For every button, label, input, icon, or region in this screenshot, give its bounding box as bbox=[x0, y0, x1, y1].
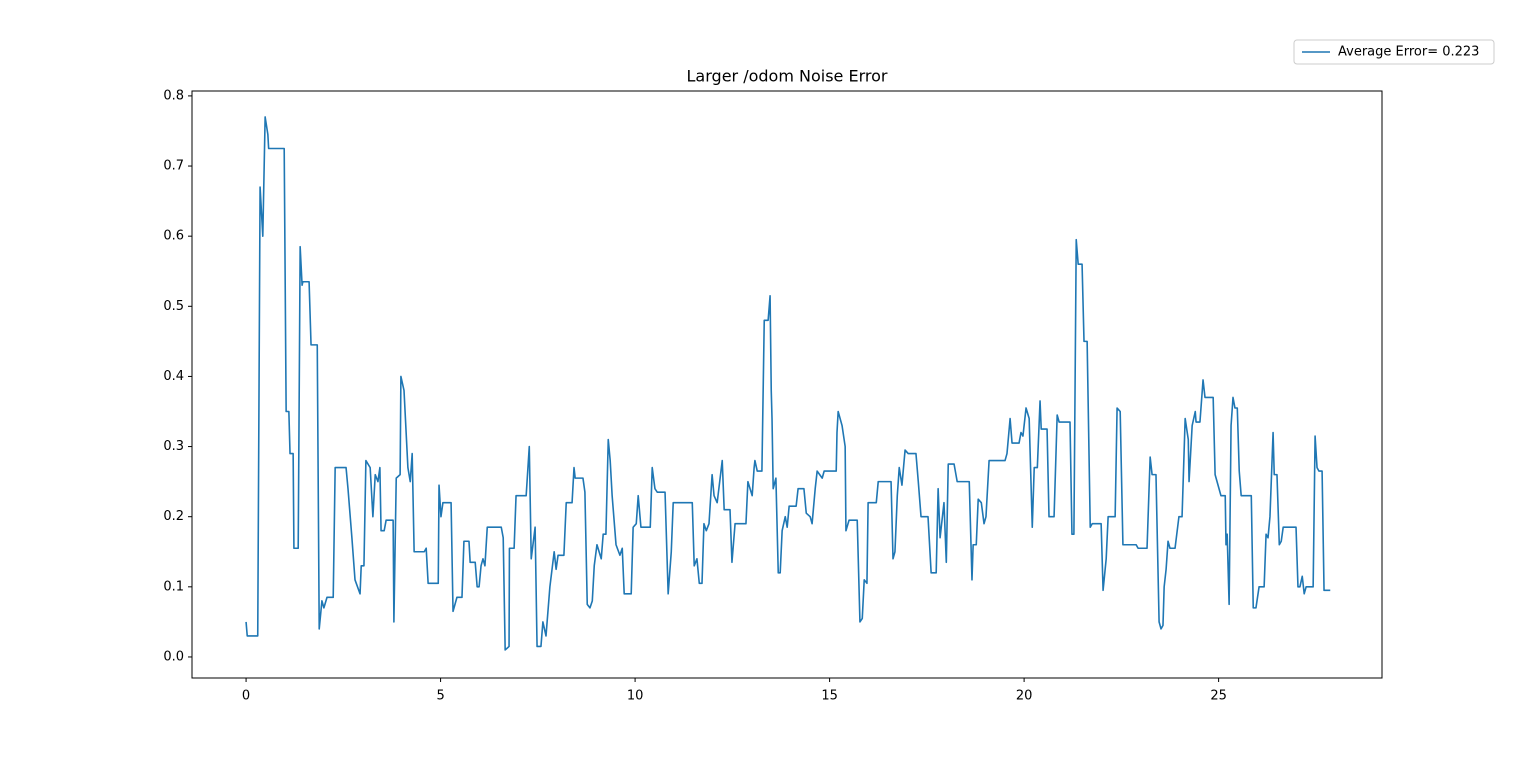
data-line bbox=[245, 116, 1331, 651]
plot-frame bbox=[191, 90, 1383, 679]
y-tick-label: 0.4 bbox=[163, 369, 184, 384]
legend-label: Average Error= 0.223 bbox=[1338, 45, 1479, 60]
y-tick-label: 0.1 bbox=[163, 579, 184, 594]
y-tick-label: 0.6 bbox=[163, 229, 184, 244]
y-tick-label: 0.7 bbox=[163, 159, 184, 174]
y-tick-label: 0.8 bbox=[163, 88, 184, 103]
x-tick-label: 25 bbox=[1210, 689, 1227, 704]
y-tick-label: 0.2 bbox=[163, 509, 184, 524]
chart-title: Larger /odom Noise Error bbox=[687, 67, 888, 86]
x-tick-label: 10 bbox=[627, 689, 644, 704]
legend-box bbox=[1293, 39, 1495, 65]
x-tick-label: 5 bbox=[436, 689, 444, 704]
x-tick-label: 0 bbox=[242, 689, 250, 704]
y-tick-label: 0.3 bbox=[163, 439, 184, 454]
y-tick-label: 0.0 bbox=[163, 649, 184, 664]
x-tick-label: 15 bbox=[821, 689, 838, 704]
x-tick-label: 20 bbox=[1016, 689, 1033, 704]
y-tick-label: 0.5 bbox=[163, 299, 184, 314]
